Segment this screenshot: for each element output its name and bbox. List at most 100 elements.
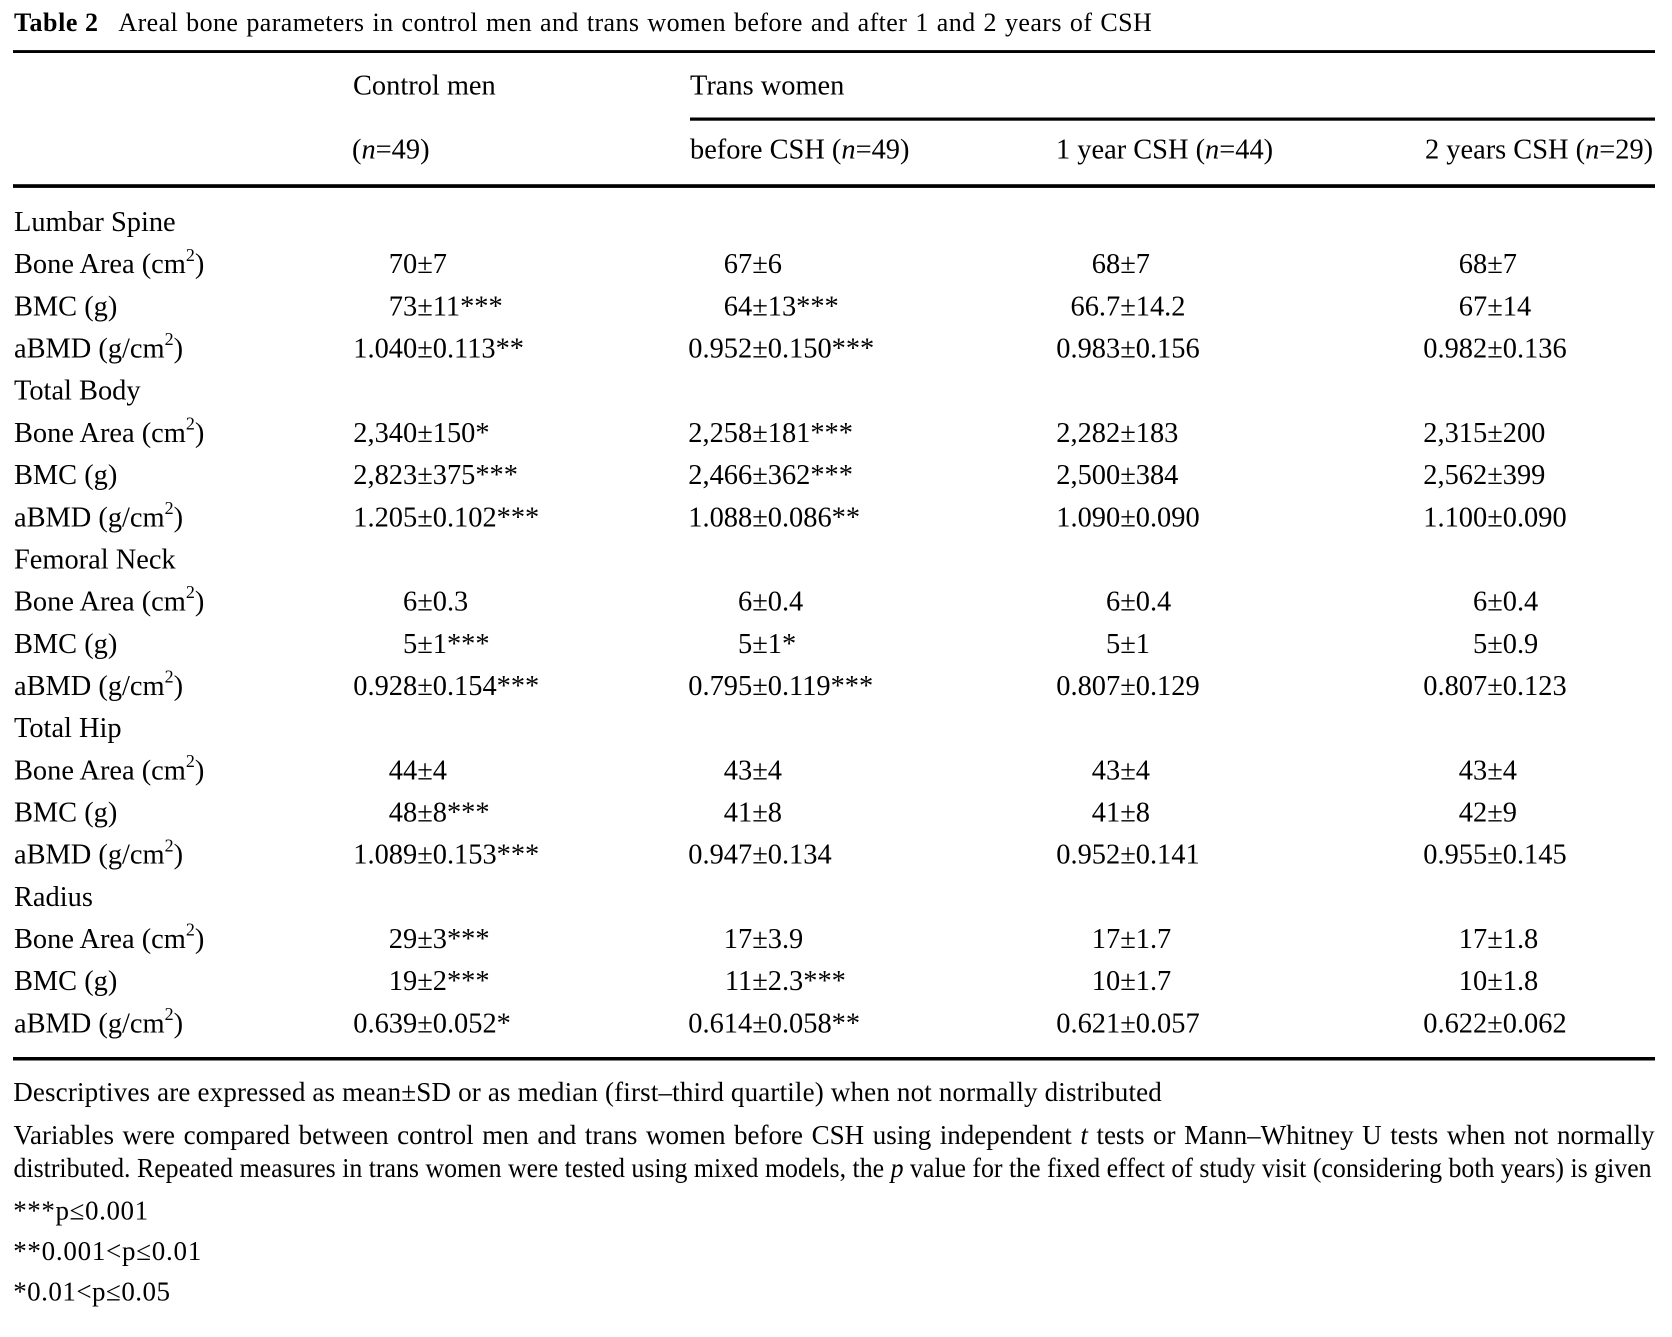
- svg-text:±1*: ±1*: [752, 629, 796, 660]
- svg-text:0.621: 0.621: [1056, 1008, 1120, 1039]
- svg-text:±0.123: ±0.123: [1487, 671, 1566, 702]
- svg-text:Control men: Control men: [353, 71, 496, 102]
- svg-text:±0.090: ±0.090: [1120, 502, 1199, 533]
- svg-text:±8: ±8: [752, 798, 782, 829]
- svg-text:6: 6: [1473, 587, 1487, 618]
- svg-text:73: 73: [389, 291, 417, 322]
- svg-text:aBMD (g/cm2): aBMD (g/cm2): [14, 1004, 183, 1039]
- svg-text:±183: ±183: [1120, 418, 1178, 449]
- svg-text:41: 41: [1092, 798, 1120, 829]
- svg-text:67: 67: [1459, 291, 1487, 322]
- svg-text:43: 43: [1092, 755, 1120, 786]
- svg-text:0.807: 0.807: [1423, 671, 1487, 702]
- svg-text:Bone Area (cm2): Bone Area (cm2): [14, 920, 204, 955]
- svg-text:±1.7: ±1.7: [1120, 924, 1171, 955]
- svg-text:*0.01<p≤0.05: *0.01<p≤0.05: [13, 1277, 170, 1307]
- svg-text:48: 48: [389, 798, 417, 829]
- svg-text:±4: ±4: [1120, 755, 1150, 786]
- svg-text:±8: ±8: [1120, 798, 1150, 829]
- svg-text:66.7: 66.7: [1071, 291, 1121, 322]
- svg-text:0.795: 0.795: [688, 671, 752, 702]
- svg-text:1.088: 1.088: [688, 502, 752, 533]
- svg-text:±4: ±4: [1487, 755, 1517, 786]
- svg-text:1.100: 1.100: [1423, 502, 1487, 533]
- svg-text:±1***: ±1***: [417, 629, 489, 660]
- svg-text:0.955: 0.955: [1423, 840, 1487, 871]
- svg-text:±0.102***: ±0.102***: [417, 502, 539, 533]
- svg-text:±14.2: ±14.2: [1120, 291, 1185, 322]
- svg-text:±13***: ±13***: [752, 291, 839, 322]
- svg-text:±150*: ±150*: [417, 418, 489, 449]
- svg-text:Descriptives are expressed as: Descriptives are expressed as mean±SD or…: [13, 1077, 1162, 1107]
- svg-text:±0.090: ±0.090: [1487, 502, 1566, 533]
- svg-text:17: 17: [1459, 924, 1487, 955]
- svg-text:5: 5: [1473, 629, 1487, 660]
- svg-text:5: 5: [403, 629, 417, 660]
- svg-text:1.090: 1.090: [1056, 502, 1120, 533]
- svg-text:0.952: 0.952: [688, 334, 752, 365]
- svg-text:70: 70: [389, 249, 417, 280]
- svg-text:±1: ±1: [1120, 629, 1150, 660]
- svg-text:10: 10: [1459, 966, 1487, 997]
- svg-text:±0.150***: ±0.150***: [752, 334, 874, 365]
- svg-text:±0.4: ±0.4: [1487, 587, 1538, 618]
- svg-text:±11***: ±11***: [417, 291, 503, 322]
- svg-text:5: 5: [738, 629, 752, 660]
- svg-text:17: 17: [1092, 924, 1120, 955]
- svg-text:Bone Area (cm2): Bone Area (cm2): [14, 582, 204, 617]
- svg-text:BMC (g): BMC (g): [14, 629, 117, 660]
- svg-text:±1.8: ±1.8: [1487, 924, 1538, 955]
- svg-text:2,823: 2,823: [353, 460, 417, 491]
- svg-text:±4: ±4: [417, 755, 447, 786]
- svg-text:11: 11: [725, 966, 752, 997]
- svg-text:±7: ±7: [1120, 249, 1150, 280]
- svg-text:0.947: 0.947: [688, 840, 752, 871]
- svg-text:2 years CSH (n=29): 2 years CSH (n=29): [1425, 135, 1653, 166]
- svg-text:1.089: 1.089: [353, 840, 417, 871]
- svg-text:±0.058**: ±0.058**: [752, 1008, 860, 1039]
- svg-text:±4: ±4: [752, 755, 782, 786]
- svg-text:±6: ±6: [752, 249, 782, 280]
- svg-text:(n=49): (n=49): [352, 135, 430, 166]
- svg-text:±1.7: ±1.7: [1120, 966, 1171, 997]
- svg-text:±0.9: ±0.9: [1487, 629, 1538, 660]
- svg-text:±375***: ±375***: [417, 460, 518, 491]
- svg-text:±3.9: ±3.9: [752, 924, 803, 955]
- svg-text:Trans women: Trans women: [690, 71, 844, 102]
- svg-text:2,282: 2,282: [1056, 418, 1120, 449]
- svg-text:29: 29: [389, 924, 417, 955]
- svg-text:±181***: ±181***: [752, 418, 853, 449]
- svg-text:±0.141: ±0.141: [1120, 840, 1199, 871]
- svg-text:BMC (g): BMC (g): [14, 460, 117, 491]
- svg-text:±0.134: ±0.134: [752, 840, 831, 871]
- svg-text:aBMD (g/cm2): aBMD (g/cm2): [14, 329, 183, 364]
- svg-text:BMC (g): BMC (g): [14, 291, 117, 322]
- svg-text:±9: ±9: [1487, 798, 1517, 829]
- svg-text:6: 6: [403, 587, 417, 618]
- svg-text:±0.153***: ±0.153***: [417, 840, 539, 871]
- svg-text:2,315: 2,315: [1423, 418, 1487, 449]
- svg-text:±7: ±7: [417, 249, 447, 280]
- svg-text:±0.129: ±0.129: [1120, 671, 1199, 702]
- svg-text:2,258: 2,258: [688, 418, 752, 449]
- svg-text:Total Body: Total Body: [14, 376, 141, 407]
- svg-text:0.952: 0.952: [1056, 840, 1120, 871]
- svg-text:2,340: 2,340: [353, 418, 417, 449]
- svg-text:±0.4: ±0.4: [752, 587, 803, 618]
- svg-text:42: 42: [1459, 798, 1487, 829]
- svg-text:±0.052*: ±0.052*: [417, 1008, 511, 1039]
- svg-text:6: 6: [1106, 587, 1120, 618]
- svg-text:±0.119***: ±0.119***: [752, 671, 873, 702]
- svg-text:43: 43: [724, 755, 752, 786]
- svg-text:0.639: 0.639: [353, 1008, 417, 1039]
- svg-text:43: 43: [1459, 755, 1487, 786]
- svg-text:0.807: 0.807: [1056, 671, 1120, 702]
- svg-text:±0.136: ±0.136: [1487, 334, 1566, 365]
- svg-text:Bone Area (cm2): Bone Area (cm2): [14, 245, 204, 280]
- svg-text:distributed. Repeated measures: distributed. Repeated measures in trans …: [13, 1152, 1651, 1183]
- svg-text:2,562: 2,562: [1423, 460, 1487, 491]
- svg-text:Femoral Neck: Femoral Neck: [14, 544, 176, 575]
- svg-text:Bone Area (cm2): Bone Area (cm2): [14, 751, 204, 786]
- svg-text:6: 6: [738, 587, 752, 618]
- svg-text:41: 41: [724, 798, 752, 829]
